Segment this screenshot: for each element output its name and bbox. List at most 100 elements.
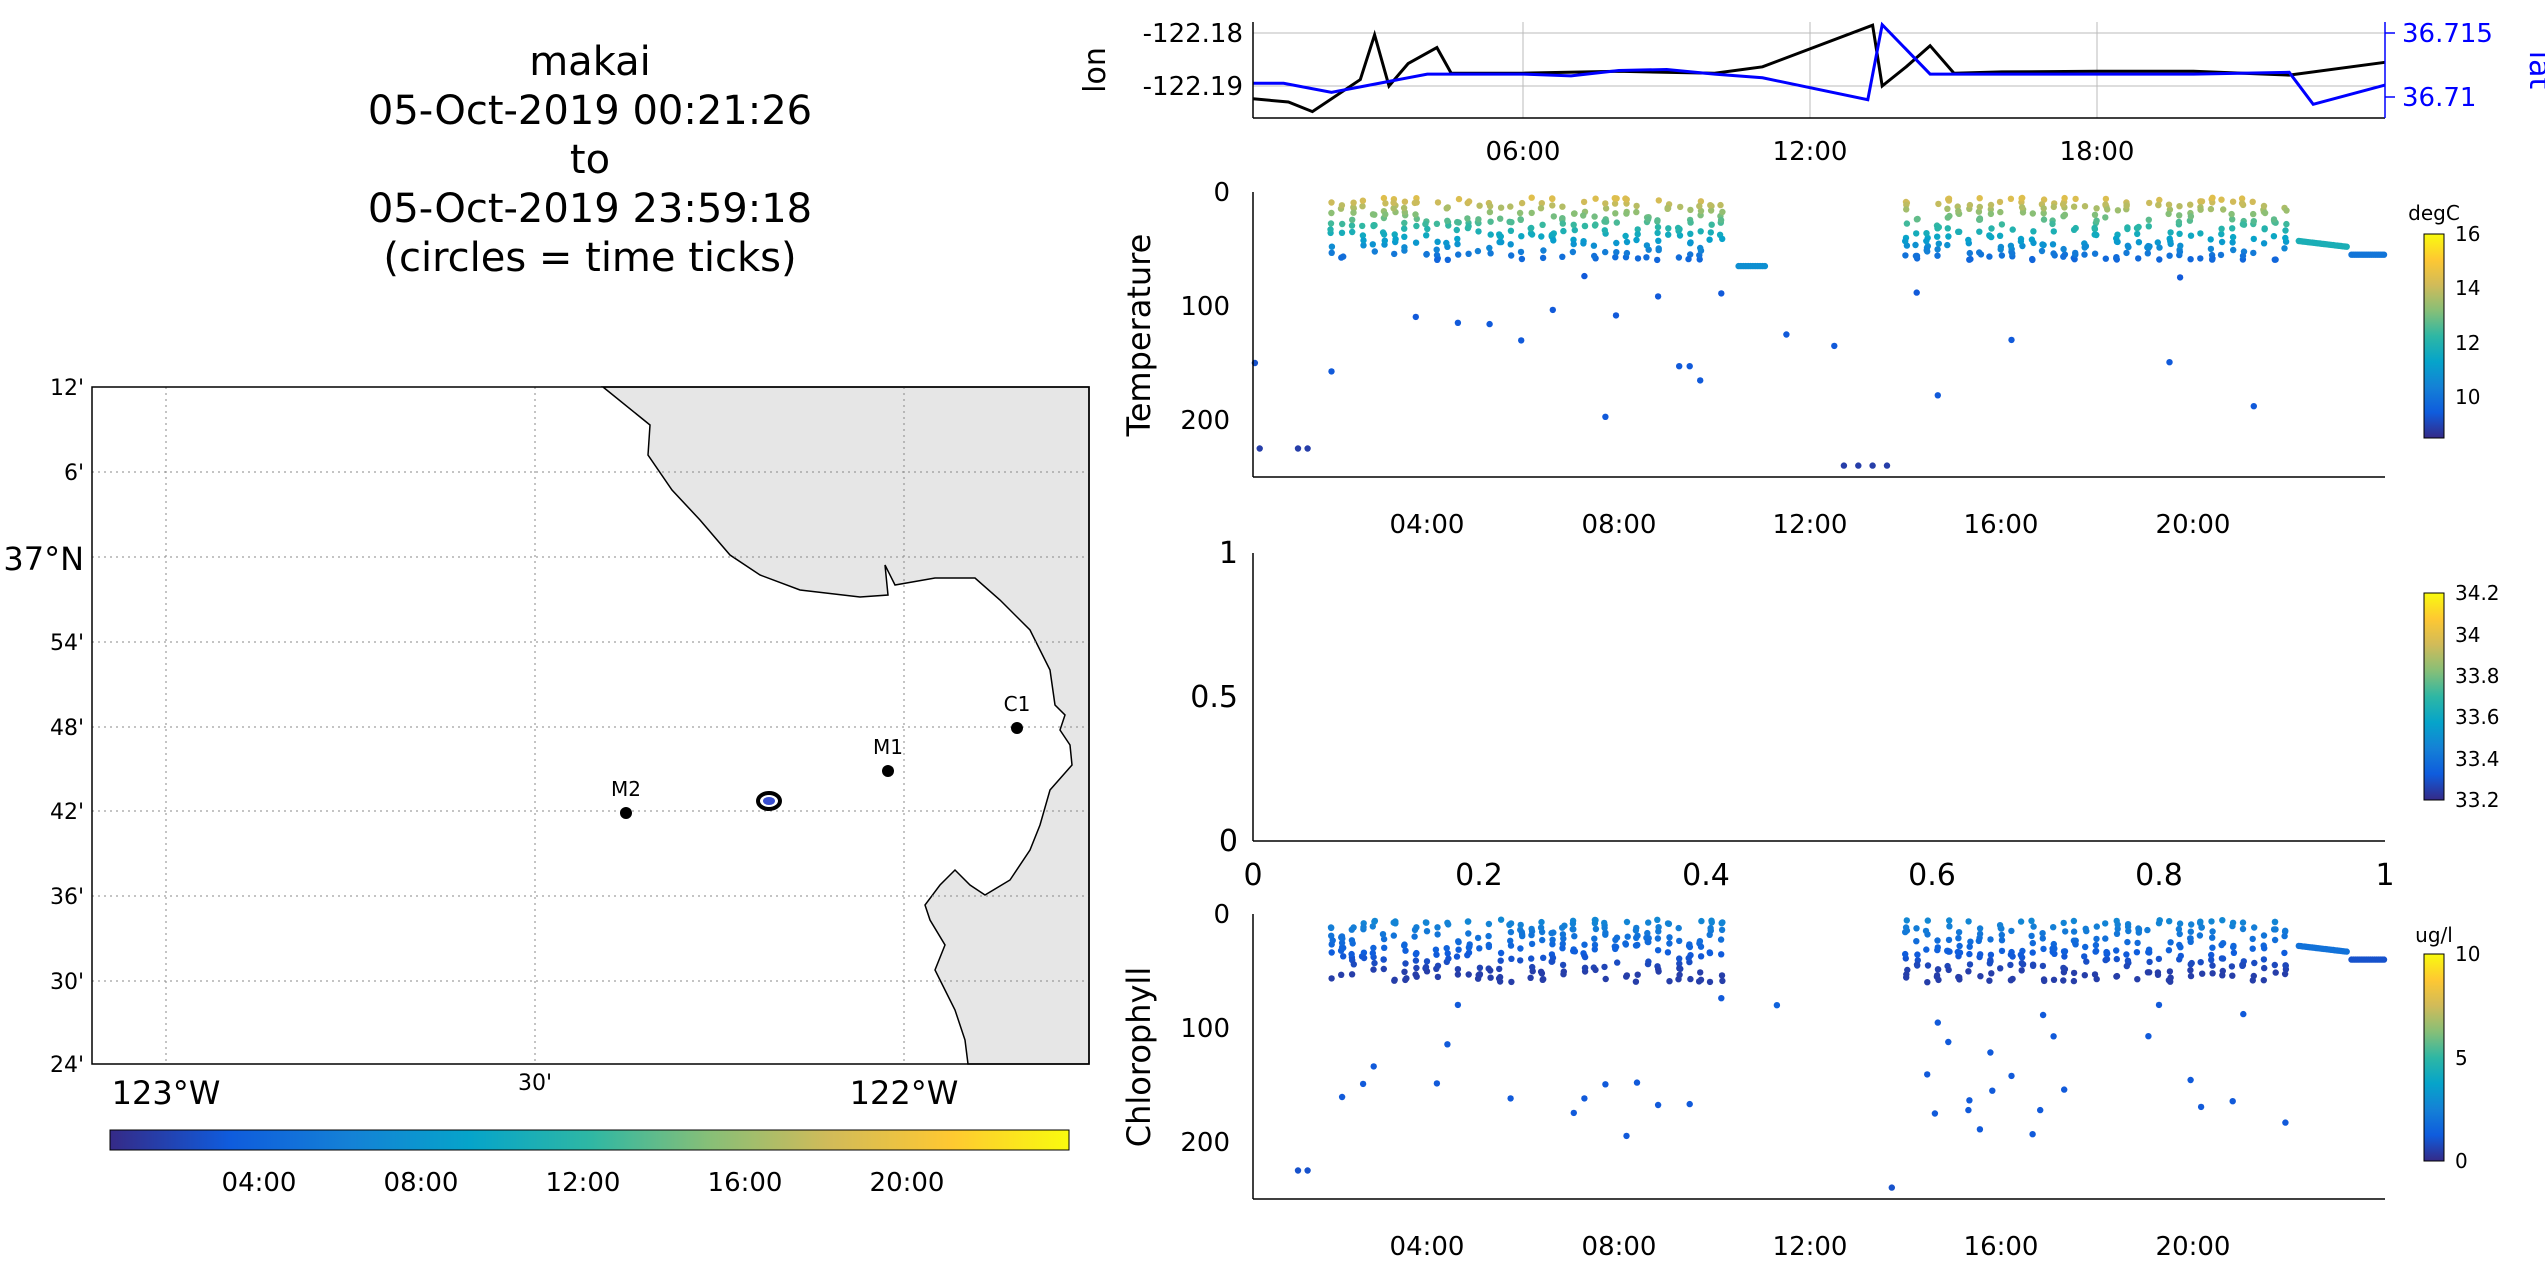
data-point [1559,945,1566,952]
data-point [1507,227,1515,234]
time-tick: 16:00 [1964,1232,2039,1262]
data-point [1549,306,1557,314]
data-point [1529,963,1536,971]
data-point [2114,207,2122,214]
data-point [2060,919,2067,927]
data-point [1613,239,1620,247]
chlorophyll-axis-label: Chlorophyll [1120,967,1158,1147]
data-point [2123,249,2130,257]
data-point [2134,230,2141,238]
data-point [1413,222,1420,230]
data-point [1976,203,1984,211]
lat-label: 48' [50,716,84,741]
data-point [2199,970,2206,977]
data-point [1955,228,1962,235]
data-point [1655,197,1663,204]
data-point [2188,921,2195,928]
data-point [1328,924,1335,932]
data-point [1507,937,1514,944]
data-point [2208,951,2215,959]
data-point [1987,1049,1994,1056]
x-tick: 0.8 [2135,858,2183,893]
data-point [1338,229,1346,236]
colorbar-tick: 34.2 [2455,581,2500,605]
data-point [1903,971,1910,978]
data-point [1946,923,1953,930]
data-point [1559,215,1566,222]
data-point [1496,978,1504,985]
data-point [1666,978,1673,985]
data-point [1369,923,1377,930]
data-point [1527,225,1534,232]
data-point [1633,942,1641,949]
data-point [2123,962,2130,970]
data-point [1831,342,1838,350]
lat-axis-label: lat [2522,51,2545,90]
station-label-m2: M2 [611,777,641,801]
data-point [1360,949,1368,956]
data-point [2155,1001,2163,1009]
data-point [1454,966,1462,973]
data-point [2060,964,2067,972]
data-point [2209,970,2216,977]
data-point [1382,211,1389,218]
data-point [2209,928,2216,935]
data-point [2187,961,2194,968]
data-point [1902,237,1909,245]
data-point [2229,972,2236,979]
data-point [2135,926,2143,933]
data-point [1924,979,1931,986]
data-point [1256,445,1263,452]
data-point [1380,965,1388,973]
data-point [1976,925,1984,932]
data-point [1348,971,1356,978]
data-point [2218,238,2226,246]
data-point [2250,218,2257,225]
data-point [1371,211,1378,218]
data-point [1591,252,1598,260]
data-point [2104,206,2111,213]
data-point [1517,957,1524,964]
data-point [1496,973,1504,981]
data-point [1424,225,1431,233]
data-point [1348,222,1356,229]
map-lat-labels: 12' 6' 37°N 54' 48' 42' 36' 30' 24' [3,376,84,1078]
data-point [1934,1019,1942,1026]
data-point [1350,961,1358,968]
data-point [1955,929,1963,936]
temperature-axis-label: Temperature [1120,234,1158,438]
depth-tick: 200 [1180,1128,1230,1158]
data-point [2038,247,2046,255]
data-point [2187,928,2194,935]
data-point [1360,923,1367,931]
data-point [1966,249,1974,257]
data-point [1507,928,1515,936]
data-point [2091,250,2099,257]
lonlat-left-ticks: -122.18 -122.19 [1143,19,1243,102]
title-line-4: 05-Oct-2019 23:59:18 [368,186,812,232]
data-point [1328,249,1335,256]
colorbar-tick: 20:00 [870,1168,945,1198]
data-point [2239,925,2247,933]
data-point [1902,950,1909,958]
data-point [1665,231,1672,238]
data-point [2018,967,2025,974]
data-point [1528,194,1535,201]
temperature-panel: 0 100 200 04:00 08:00 12:00 16:00 20:00 … [1120,178,2480,540]
data-point [2091,971,2099,978]
lat-label: 30' [50,970,84,995]
data-point [1559,931,1567,938]
data-point [2059,201,2067,208]
data-point [2229,1098,2236,1105]
data-point [1412,211,1419,218]
data-point [2239,961,2246,968]
data-point [2260,932,2268,939]
data-point [1708,221,1715,228]
data-point [1934,252,1941,259]
data-point [1687,219,1694,226]
data-point [1923,237,1930,245]
data-point [1434,238,1441,245]
lat-label: 24' [50,1053,84,1078]
data-point [2380,251,2388,258]
data-point [1369,950,1377,957]
